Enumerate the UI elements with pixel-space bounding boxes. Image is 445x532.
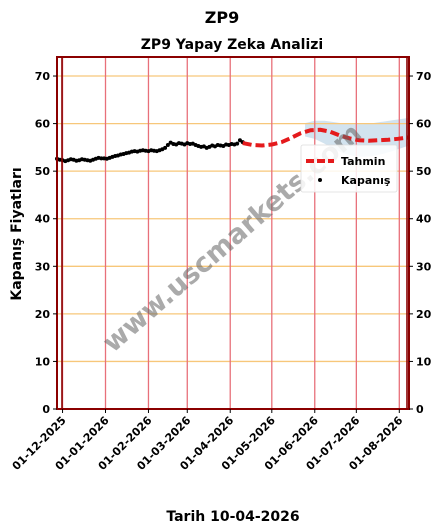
forecast-line [242, 127, 410, 148]
y-tick-right-0: 0 [416, 403, 424, 416]
y-tick-left-20: 20 [35, 308, 51, 321]
date-label: Tarih 10-04-2026 [166, 509, 299, 525]
y-tick-right-20: 20 [416, 308, 432, 321]
y-tick-right-60: 60 [416, 118, 432, 131]
close-point-65 [235, 141, 240, 146]
legend-close-label: Kapanış [341, 174, 391, 187]
y-tick-right-70: 70 [416, 70, 432, 83]
y-tick-left-70: 70 [35, 70, 51, 83]
legend-box [300, 144, 398, 193]
chart-title: ZP9 [205, 8, 239, 27]
plot-frame [56, 56, 410, 410]
plot-border [56, 56, 410, 410]
close-point-16 [99, 156, 104, 161]
y-tick-labels-left: 0 10 20 30 40 50 60 70 [35, 70, 57, 416]
y-tick-left-50: 50 [35, 165, 51, 178]
y-tick-left-30: 30 [35, 260, 51, 273]
close-point-39 [163, 145, 168, 150]
y-tick-left-40: 40 [35, 213, 51, 226]
y-tick-labels-right: 0 10 20 30 40 50 60 70 [409, 70, 432, 416]
plot-background [57, 57, 409, 409]
y-tick-right-10: 10 [416, 355, 432, 368]
legend-forecast-label: Tahmin [341, 155, 385, 168]
y-tick-right-30: 30 [416, 260, 432, 273]
y-axis-label: Kapanış Fiyatları [9, 167, 25, 300]
y-tick-right-50: 50 [416, 165, 432, 178]
plot-area [57, 57, 409, 409]
legend-close-swatch [318, 178, 322, 182]
legend: Tahmin Kapanış [300, 144, 398, 193]
y-tick-left-60: 60 [35, 118, 51, 131]
y-tick-left-0: 0 [42, 403, 50, 416]
close-point-40 [165, 143, 170, 147]
y-tick-left-10: 10 [35, 355, 51, 368]
chart-subtitle: ZP9 Yapay Zeka Analizi [141, 37, 323, 53]
y-tick-right-40: 40 [416, 213, 432, 226]
forecast-path [242, 127, 410, 148]
x-tick-labels: 01-12-202501-01-202601-02-202601-03-2026… [10, 409, 406, 473]
